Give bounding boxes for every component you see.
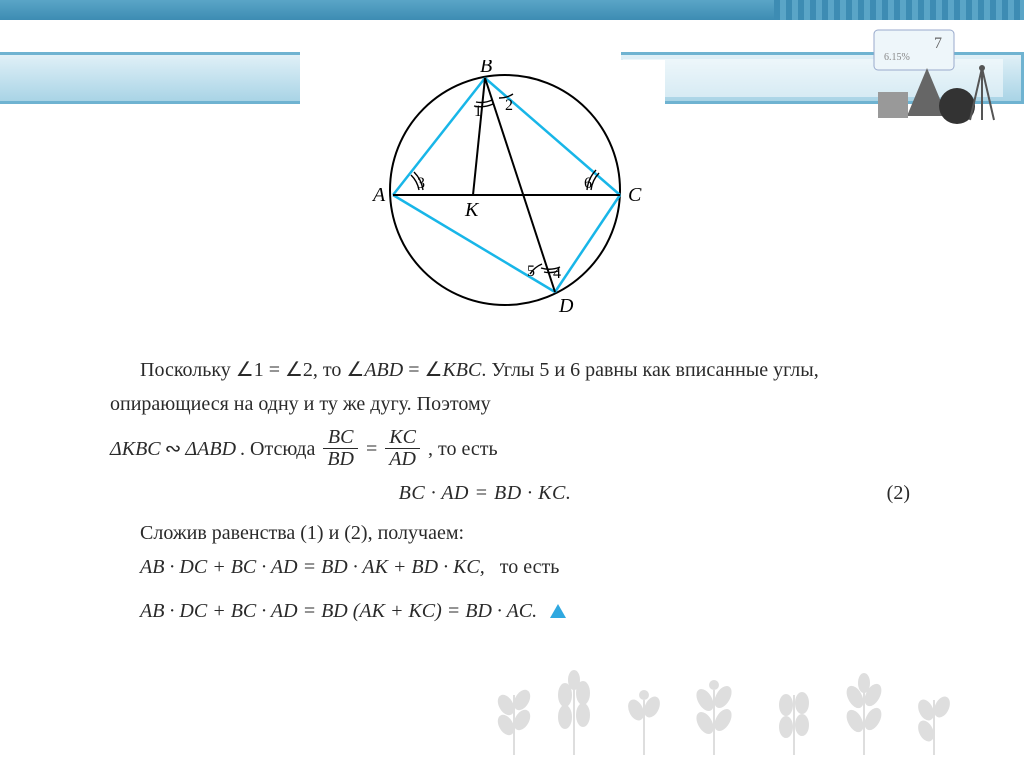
text: = ∠ xyxy=(403,359,442,381)
svg-text:4: 4 xyxy=(553,265,561,282)
eq3-expression: AB · DC + BC · AD = BD · AK + BD · KC, xyxy=(140,556,485,578)
svg-text:A: A xyxy=(371,184,386,206)
eq-sign: = xyxy=(366,432,377,466)
text: , то есть xyxy=(428,432,498,466)
frac-num: KC xyxy=(385,427,420,449)
frac-num: BC xyxy=(323,427,358,449)
proof-para-2: Сложив равенства (1) и (2), получаем: xyxy=(110,516,910,550)
frac-den: BD xyxy=(323,449,358,470)
top-accent-bar xyxy=(0,0,1024,20)
var-abd: ABD xyxy=(364,359,403,381)
slide-content: A B C D K 1 2 3 4 5 6 Поскольку ∠1 = ∠2,… xyxy=(110,60,910,628)
tri-abd: ΔABD xyxy=(185,432,236,466)
deco-num-7: 7 xyxy=(934,35,942,52)
similar-symbol: ∾ xyxy=(165,432,182,466)
svg-text:D: D xyxy=(558,295,574,317)
svg-text:3: 3 xyxy=(417,175,425,192)
proof-text: Поскольку ∠1 = ∠2, то ∠ABD = ∠KBC. Углы … xyxy=(110,353,910,628)
equation-2: BC · AD = BD · KC. (2) xyxy=(110,476,910,510)
eq2-number: (2) xyxy=(860,476,910,510)
text: . Отсюда xyxy=(240,432,315,466)
tri-kbc: ΔKBC xyxy=(110,432,161,466)
svg-text:5: 5 xyxy=(527,263,535,280)
eq4-expression: AB · DC + BC · AD = BD (AK + KC) = BD · … xyxy=(140,600,537,622)
geometry-diagram: A B C D K 1 2 3 4 5 6 xyxy=(110,60,910,335)
svg-text:B: B xyxy=(480,60,492,77)
svg-text:6: 6 xyxy=(584,175,592,192)
svg-text:K: K xyxy=(464,199,480,221)
var-kbc: KBC xyxy=(442,359,481,381)
qed-triangle-icon xyxy=(550,604,566,618)
eq3-tail: то есть xyxy=(500,556,560,578)
equation-4: AB · DC + BC · AD = BD (AK + KC) = BD · … xyxy=(110,594,910,628)
svg-text:2: 2 xyxy=(505,97,513,114)
fraction-kc-ad: KC AD xyxy=(385,427,420,470)
similarity-line: ΔKBC ∾ ΔABD. Отсюда BC BD = KC AD , то е… xyxy=(110,427,910,470)
footer-plants-deco xyxy=(494,645,994,755)
equation-3: AB · DC + BC · AD = BD · AK + BD · KC, т… xyxy=(110,550,910,584)
text: Поскольку ∠1 = ∠2, то ∠ xyxy=(140,359,364,381)
fraction-bc-bd: BC BD xyxy=(323,427,358,470)
frac-den: AD xyxy=(385,449,420,470)
svg-text:C: C xyxy=(628,184,642,206)
svg-text:1: 1 xyxy=(474,103,482,120)
eq2-expression: BC · AD = BD · KC. xyxy=(110,476,860,510)
proof-para-1: Поскольку ∠1 = ∠2, то ∠ABD = ∠KBC. Углы … xyxy=(110,353,910,421)
